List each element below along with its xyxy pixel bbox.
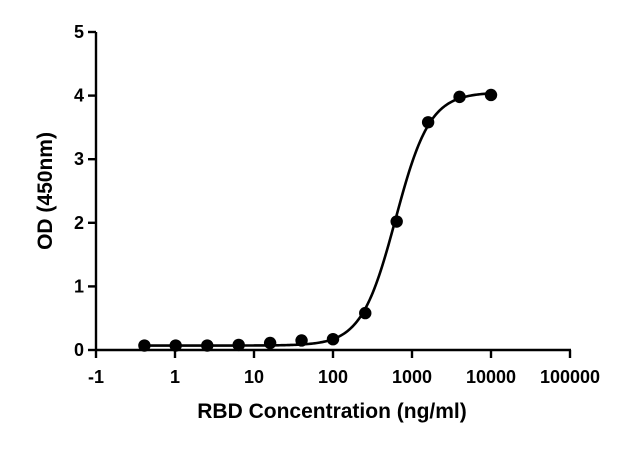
x-tick-label: 100000 [540,367,600,387]
x-tick-label: 100 [318,367,348,387]
data-point [201,339,214,352]
y-tick-label: 4 [74,86,84,106]
data-point [453,90,466,104]
x-tick-label: 1 [170,367,180,387]
data-point [359,306,372,320]
x-axis-title: RBD Concentration (ng/ml) [197,400,466,423]
data-point [421,116,435,129]
data-point [295,334,308,347]
y-tick-label: 5 [74,22,84,42]
y-tick-label: 2 [74,213,84,233]
x-tick-label: 10000 [466,367,516,387]
data-point [484,88,498,102]
fit-curve [144,92,492,347]
x-tick-label: 1000 [392,367,432,387]
x-tick-label: 10 [244,367,264,387]
data-point [390,215,403,228]
data-point [169,339,182,352]
data-point [232,338,245,352]
axes: 0 1 2 3 4 5 -1 1 10 100 1000 10000 100000 [74,22,600,387]
plot-area [138,88,498,352]
x-tick-label: -1 [88,367,104,387]
data-point [263,336,277,350]
y-tick-label: 3 [74,149,84,169]
y-tick-label: 1 [74,276,84,296]
y-tick-label: 0 [74,340,84,360]
data-point [138,339,151,352]
data-point [326,332,340,346]
y-axis-title: OD (450nm) [34,132,57,250]
